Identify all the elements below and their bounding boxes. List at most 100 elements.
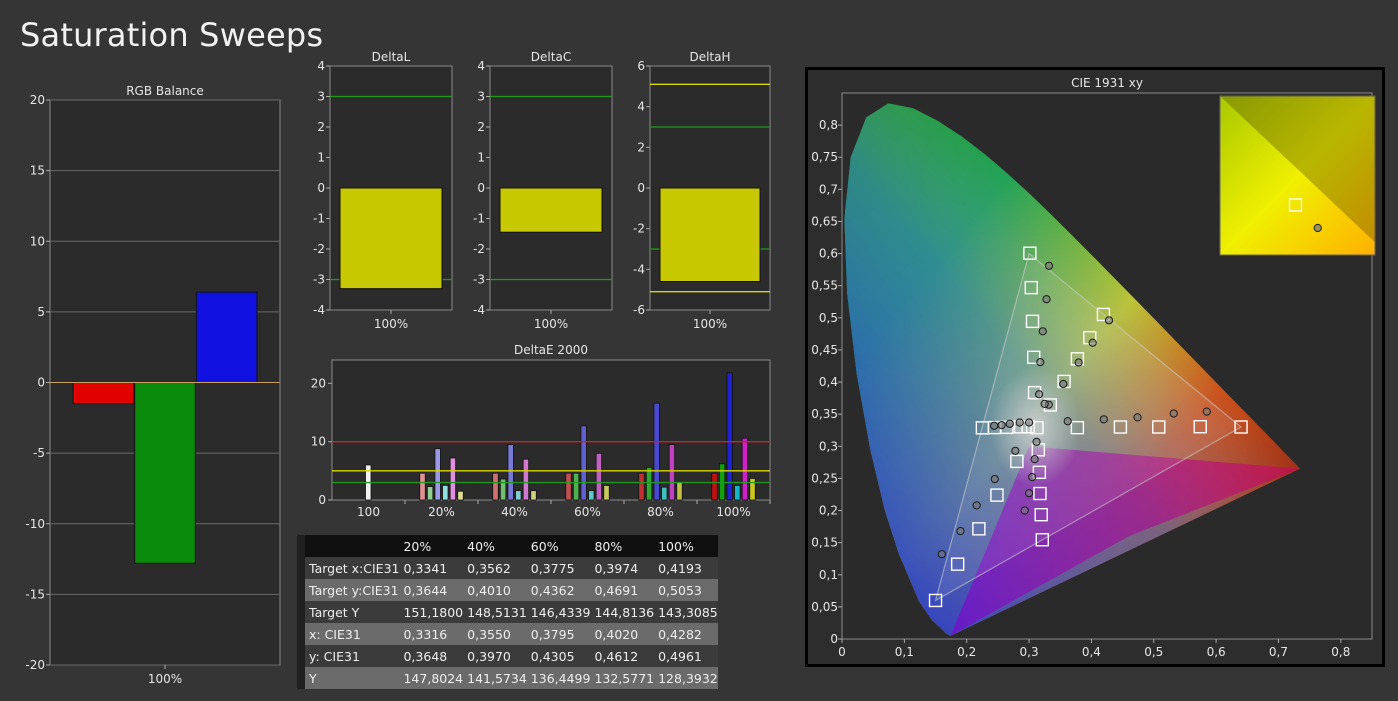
x-tick-label: 20%: [428, 505, 455, 519]
row-label: Target y:CIE31: [305, 579, 400, 601]
measured-point: [1032, 437, 1041, 446]
y-tick-label: 0: [830, 632, 838, 646]
table-cell: 0,3648: [399, 645, 464, 667]
cie-1931-chart: CIE 1931 xy 0,8 0,75 0,7 0,65 0,6 0,55 0,5 0,45 0…: [805, 67, 1385, 667]
y-tick-label: 0,65: [811, 214, 838, 228]
delta-e-bar: [499, 478, 507, 501]
y-tick-label: 10: [311, 435, 326, 449]
x-tick-label: 100%: [693, 317, 727, 331]
table-cell: 136,4499: [526, 667, 591, 689]
x-tick-label: 100%: [534, 317, 568, 331]
page-title: Saturation Sweeps: [20, 16, 324, 54]
chart-title: DeltaE 2000: [514, 343, 588, 357]
measured-point: [1059, 379, 1068, 389]
y-tick-label: -4: [473, 303, 485, 317]
y-tick-label: -10: [25, 517, 45, 531]
y-tick-label: 2: [317, 120, 325, 134]
column-header: 100%: [654, 535, 718, 557]
y-tick-label: 2: [637, 140, 645, 154]
y-tick-label: 0,4: [819, 375, 838, 389]
y-tick-label: 0,45: [811, 343, 838, 357]
table-row: Target y:CIE31 0,3644 0,4010 0,4362 0,4691 0,…: [297, 579, 718, 601]
delta-e-bar: [457, 490, 464, 501]
measured-point: [1011, 446, 1020, 455]
column-header: 80%: [590, 535, 655, 557]
target-marker: [1010, 454, 1024, 469]
measured-point: [1044, 261, 1054, 270]
table-cell: 0,3316: [399, 623, 464, 645]
y-tick-label: 0,7: [819, 182, 838, 196]
y-tick-label: -5: [33, 446, 45, 460]
table-cell: 0,3775: [526, 557, 591, 579]
delta-e-bar: [741, 437, 749, 501]
table-cell: 0,4193: [654, 557, 718, 579]
y-tick-label: 2: [477, 120, 485, 134]
rgb-balance-chart: RGB Balance 20 15 10 5 0 -5 -10 -15 -20 100%: [25, 84, 281, 686]
measured-point: [1099, 415, 1108, 424]
y-tick-label: 0,05: [811, 600, 838, 614]
x-tick-label: 0,6: [1207, 645, 1226, 659]
target-marker: [950, 557, 965, 571]
delta-e-bar: [711, 472, 718, 501]
zoom-measured-point: [1313, 223, 1322, 233]
y-tick-label: 0: [637, 181, 645, 195]
measured-point: [972, 501, 981, 510]
target-marker: [1035, 533, 1049, 547]
y-tick-label: 0,5: [819, 311, 838, 325]
delta-l-chart: DeltaL 4 3 2 1 0 -1 -2 -3 -4 100%: [313, 50, 453, 331]
y-tick-label: -4: [313, 303, 325, 317]
delta-e-bar: [442, 485, 449, 501]
zoom-target-marker: [1288, 198, 1303, 212]
table-cell: 0,4961: [654, 645, 718, 667]
column-header: 20%: [399, 535, 464, 557]
table-cell: 146,4339: [526, 601, 591, 623]
x-tick-label: 80%: [647, 505, 674, 519]
table-row: y: CIE31 0,3648 0,3970 0,4305 0,4612 0,4961: [297, 645, 718, 667]
column-header: 40%: [463, 535, 527, 557]
measured-point: [1202, 407, 1211, 416]
target-gamut: [934, 252, 1243, 602]
y-tick-label: 0,2: [819, 504, 838, 518]
header-cell: [305, 535, 400, 557]
y-tick-label: 0: [318, 493, 326, 507]
target-marker: [928, 593, 943, 608]
delta-e-bar: [595, 452, 603, 501]
table-cell: 0,3974: [590, 557, 655, 579]
row-swatch: [297, 667, 305, 689]
table-cell: 151,1800: [399, 601, 464, 623]
table-cell: 0,4282: [654, 623, 718, 645]
table-cell: 0,3341: [399, 557, 464, 579]
table-cell: 0,3795: [526, 623, 591, 645]
target-marker: [1033, 486, 1047, 501]
x-tick-label: 0,7: [1269, 645, 1288, 659]
y-tick-label: -3: [313, 273, 325, 287]
row-swatch: [297, 601, 305, 623]
measured-point: [1063, 417, 1072, 426]
measured-point: [937, 550, 946, 559]
delta-e-bar: [515, 490, 522, 501]
table-cell: 132,5771: [590, 667, 655, 689]
target-marker: [1032, 465, 1047, 480]
delta-e-bar: [645, 466, 653, 501]
measured-point: [997, 420, 1006, 430]
x-tick-label: 0,4: [1082, 645, 1101, 659]
y-tick-label: -2: [313, 242, 325, 256]
measured-point: [1074, 358, 1083, 367]
y-tick-label: 0,75: [811, 150, 838, 164]
chart-title: DeltaH: [689, 50, 730, 64]
row-label: Target Y: [305, 601, 400, 623]
table-cell: 128,3932: [654, 667, 718, 689]
y-tick-label: 0: [37, 376, 45, 390]
chart-title: DeltaC: [531, 50, 571, 64]
x-tick-label: 0,3: [1020, 645, 1039, 659]
measured-point: [956, 526, 965, 536]
delta-e-bar: [522, 458, 530, 501]
delta-e-bar: [638, 472, 645, 501]
x-tick-label: 100%: [374, 317, 408, 331]
delta-e-bar: [603, 485, 610, 501]
table-cell: 0,3644: [399, 579, 464, 601]
bar-2: [134, 382, 196, 564]
delta-e-bar: [565, 472, 572, 501]
target-marker: [1096, 307, 1111, 322]
measured-point: [1034, 390, 1044, 399]
